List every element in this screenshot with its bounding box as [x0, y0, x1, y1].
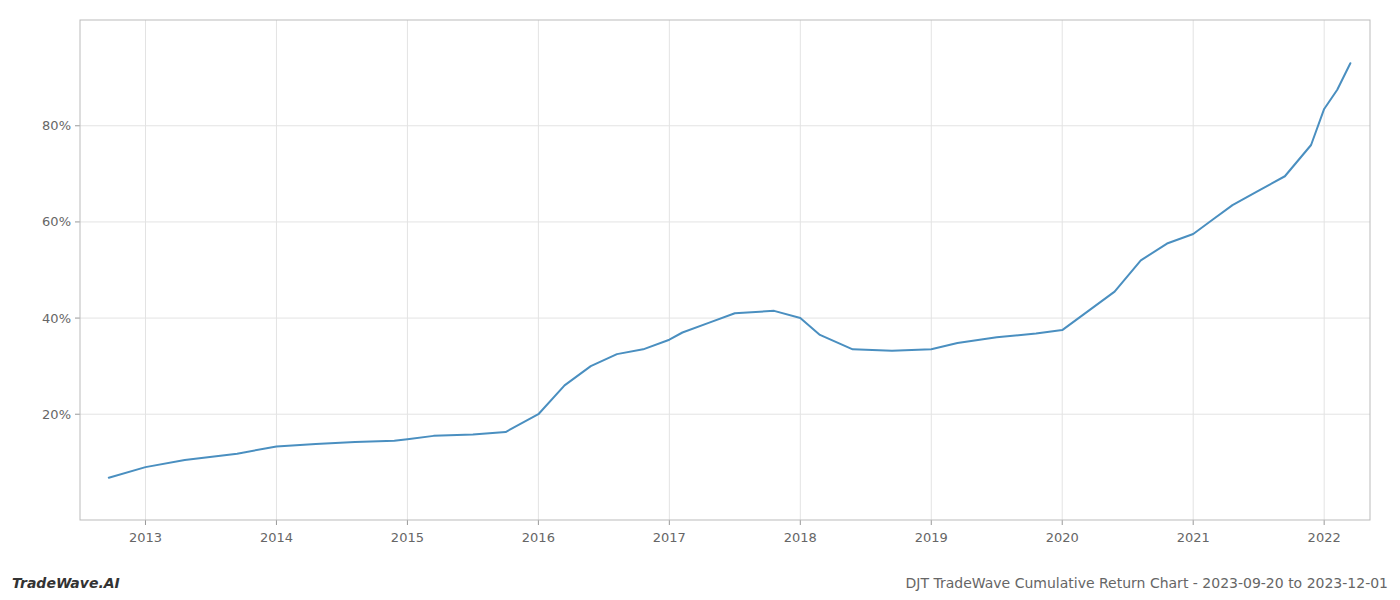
- x-tick: [145, 520, 146, 525]
- x-grid-line: [1062, 20, 1063, 520]
- x-tick: [276, 520, 277, 525]
- y-tick: [75, 318, 80, 319]
- x-tick: [1324, 520, 1325, 525]
- y-tick-label: 20%: [42, 407, 71, 422]
- plot-frame: [80, 20, 1370, 520]
- x-grid-line: [800, 20, 801, 520]
- x-grid-line: [669, 20, 670, 520]
- y-tick: [75, 125, 80, 126]
- x-grid-line: [931, 20, 932, 520]
- y-tick: [75, 221, 80, 222]
- x-tick-label: 2019: [915, 530, 948, 545]
- chart: 2013 2014 2015 2016 2017 2018 2019 2020 2021 2022…: [0, 0, 1400, 600]
- x-grid-line: [1193, 20, 1194, 520]
- y-tick-label: 80%: [42, 118, 71, 133]
- x-tick: [669, 520, 670, 525]
- x-tick: [931, 520, 932, 525]
- y-tick-label: 60%: [42, 214, 71, 229]
- x-tick-label: 2016: [522, 530, 555, 545]
- x-tick-label: 2020: [1046, 530, 1079, 545]
- series: [109, 63, 1351, 477]
- x-grid-line: [1324, 20, 1325, 520]
- y-grid-line: [80, 125, 1370, 126]
- x-tick: [407, 520, 408, 525]
- x-grid-line: [538, 20, 539, 520]
- x-tick-label: 2015: [391, 530, 424, 545]
- x-tick-label: 2013: [129, 530, 162, 545]
- axes: 2013 2014 2015 2016 2017 2018 2019 2020 2021 2022…: [42, 20, 1370, 545]
- x-tick-label: 2018: [784, 530, 817, 545]
- x-tick: [1193, 520, 1194, 525]
- x-tick: [800, 520, 801, 525]
- watermark: TradeWave.AI: [12, 575, 120, 591]
- y-tick-label: 40%: [42, 311, 71, 326]
- y-grid-line: [80, 221, 1370, 222]
- y-grid-line: [80, 414, 1370, 415]
- y-tick: [75, 414, 80, 415]
- x-tick-label: 2022: [1308, 530, 1341, 545]
- x-grid-line: [145, 20, 146, 520]
- x-grid-line: [407, 20, 408, 520]
- grid: [80, 20, 1370, 520]
- title: DJT TradeWave Cumulative Return Chart - …: [906, 575, 1388, 591]
- x-tick: [538, 520, 539, 525]
- x-grid-line: [276, 20, 277, 520]
- x-tick: [1062, 520, 1063, 525]
- line: [109, 63, 1351, 477]
- x-tick-label: 2014: [260, 530, 293, 545]
- x-tick-label: 2017: [653, 530, 686, 545]
- x-tick-label: 2021: [1177, 530, 1210, 545]
